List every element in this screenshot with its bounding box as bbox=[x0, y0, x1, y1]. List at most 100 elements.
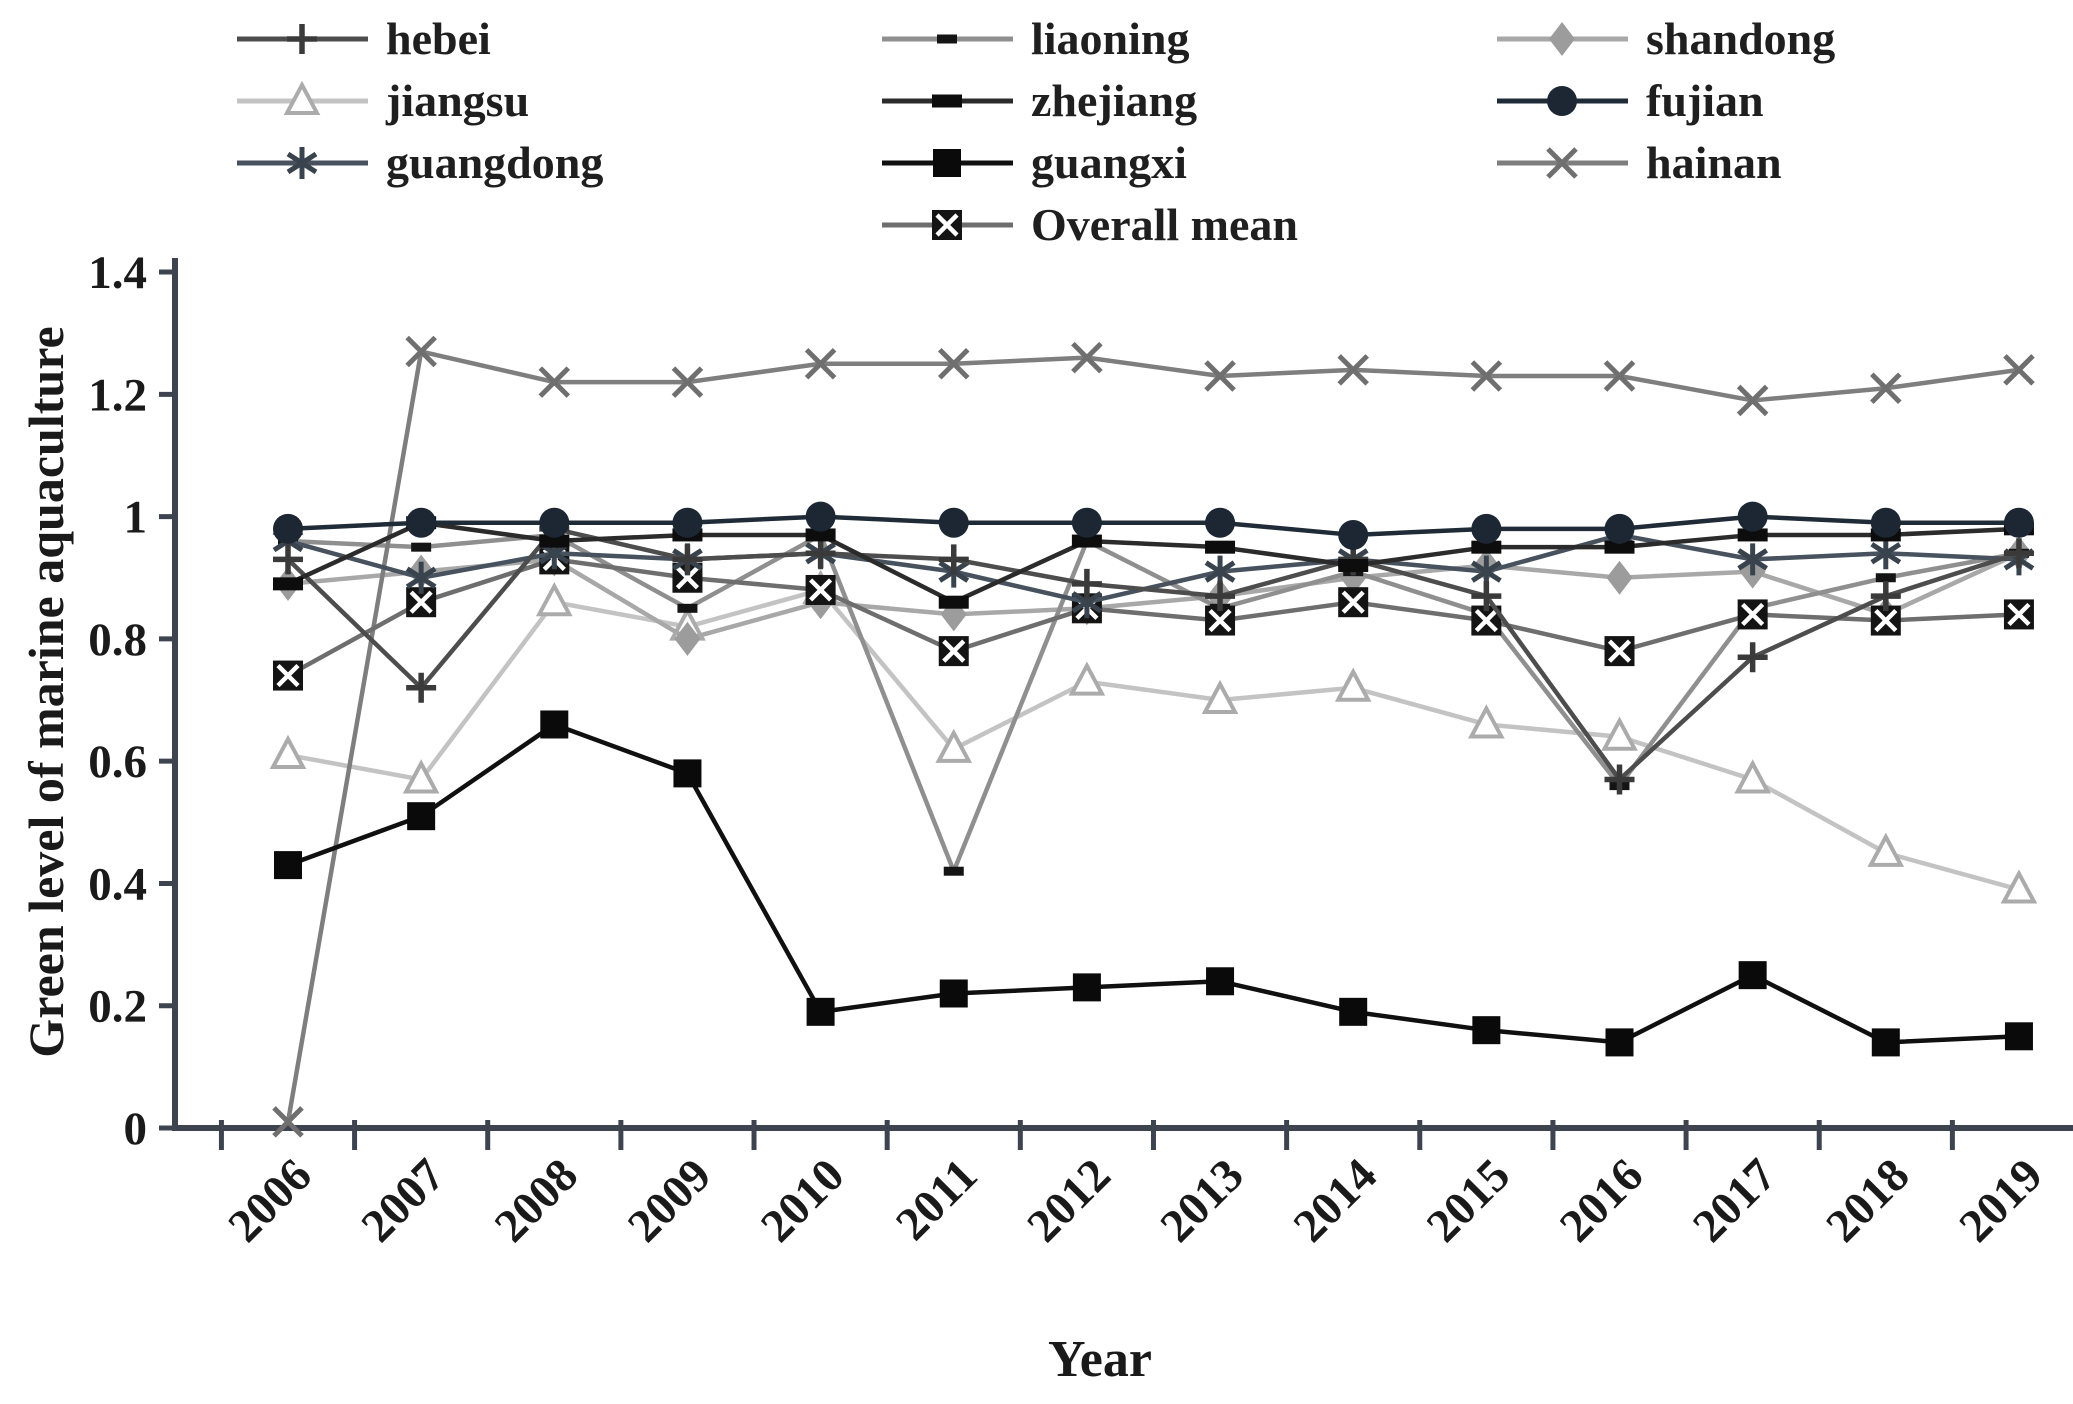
x-tick-label: 2018 bbox=[1816, 1149, 1919, 1252]
chart-legend: hebei liaoning shandong jiangsu zhejiang fuji… bbox=[235, 8, 2055, 256]
legend-swatch bbox=[237, 80, 368, 115]
circle-marker bbox=[1547, 86, 1577, 116]
legend-line bbox=[237, 24, 368, 54]
legend-line bbox=[237, 147, 368, 179]
triangle-open-marker bbox=[1201, 679, 1239, 715]
legend-line bbox=[882, 34, 1013, 44]
plus-marker bbox=[672, 544, 703, 575]
plus-marker bbox=[805, 538, 836, 569]
circle-marker bbox=[938, 507, 969, 538]
dash-large-marker bbox=[539, 534, 570, 548]
x-marker bbox=[1870, 372, 1902, 404]
plus-marker bbox=[1737, 642, 1768, 673]
square-marker bbox=[939, 979, 968, 1008]
legend-label: hebei bbox=[386, 13, 491, 64]
x-marker bbox=[272, 1106, 304, 1138]
triangle-open-marker bbox=[1601, 716, 1638, 751]
dash-large-marker bbox=[1737, 528, 1768, 542]
legend-swatch bbox=[1497, 22, 1628, 56]
plus-marker bbox=[938, 544, 969, 575]
dash-large-marker bbox=[1471, 540, 1502, 554]
square-marker bbox=[1472, 1016, 1501, 1045]
legend-swatch bbox=[237, 147, 368, 179]
dash-small-marker bbox=[937, 34, 957, 44]
asterisk-marker bbox=[1870, 537, 1902, 570]
square-marker bbox=[1871, 1028, 1900, 1057]
series-overall-mean bbox=[273, 544, 2034, 691]
asterisk-marker bbox=[286, 147, 318, 179]
square-marker bbox=[806, 997, 835, 1026]
legend-swatch bbox=[882, 94, 1013, 108]
x-tick-label: 2019 bbox=[1949, 1149, 2052, 1252]
series-jiangsu bbox=[269, 569, 2038, 904]
plus-marker bbox=[1604, 764, 1635, 795]
asterisk-marker bbox=[1737, 543, 1769, 576]
series-hainan bbox=[272, 335, 2035, 1138]
plus-marker bbox=[1205, 581, 1236, 612]
legend-label: Overall mean bbox=[1031, 199, 1298, 250]
triangle-open-marker bbox=[402, 759, 440, 794]
y-tick-label: 0 bbox=[124, 1103, 148, 1155]
boxed-x-marker bbox=[672, 562, 703, 593]
square-marker bbox=[540, 710, 569, 739]
legend-label: shandong bbox=[1646, 13, 1836, 64]
plus-marker bbox=[1870, 581, 1901, 612]
legend-label: hainan bbox=[1646, 137, 1782, 188]
x-marker bbox=[1337, 354, 1369, 386]
legend-swatch bbox=[1497, 86, 1628, 116]
triangle-open-marker bbox=[935, 728, 973, 763]
y-tick-label: 0.4 bbox=[88, 858, 147, 910]
x-marker bbox=[1204, 360, 1236, 392]
triangle-open-marker bbox=[1334, 667, 1372, 702]
x-marker bbox=[538, 366, 571, 398]
square-marker bbox=[1605, 1028, 1634, 1057]
circle-marker bbox=[406, 507, 437, 538]
legend-label: zhejiang bbox=[1031, 75, 1198, 126]
y-tick-label: 1.4 bbox=[88, 247, 147, 299]
circle-marker bbox=[805, 501, 836, 532]
boxed-x-marker bbox=[805, 574, 836, 605]
x-marker bbox=[1736, 384, 1769, 417]
y-tick-label: 1.2 bbox=[88, 369, 147, 421]
x-marker bbox=[804, 347, 837, 380]
x-marker bbox=[1546, 147, 1578, 179]
circle-marker bbox=[539, 507, 570, 538]
legend-item-hainan: hainan bbox=[1495, 132, 2055, 194]
triangle-open-marker bbox=[1734, 759, 1771, 794]
triangle-open-marker bbox=[1867, 832, 1905, 867]
y-tick-label: 0.8 bbox=[88, 614, 147, 666]
legend-item-fujian: fujian bbox=[1495, 70, 2055, 132]
x-tick-label: 2011 bbox=[886, 1149, 987, 1250]
circle-marker bbox=[1870, 507, 1901, 538]
triangle-open-marker bbox=[283, 80, 321, 115]
legend-line bbox=[1497, 147, 1628, 179]
series-guangxi bbox=[274, 710, 2033, 1057]
legend-item-zhejiang: zhejiang bbox=[880, 70, 1495, 132]
x-tick-label: 2015 bbox=[1417, 1149, 1520, 1252]
legend-swatch bbox=[882, 210, 1013, 240]
dash-large-marker bbox=[805, 528, 836, 542]
legend-item-guangdong: guangdong bbox=[235, 132, 880, 194]
triangle-open-marker bbox=[2000, 869, 2038, 904]
x-tick-label: 2007 bbox=[352, 1149, 455, 1252]
x-marker bbox=[671, 366, 704, 398]
legend-line bbox=[882, 210, 1013, 240]
x-tick-label: 2010 bbox=[751, 1149, 854, 1252]
diamond-marker bbox=[1606, 560, 1633, 595]
legend-line bbox=[882, 94, 1013, 108]
plus-marker bbox=[1471, 581, 1502, 612]
plus-marker bbox=[1071, 568, 1102, 599]
legend-line bbox=[882, 149, 1013, 177]
x-marker bbox=[1603, 360, 1636, 392]
triangle-open-marker bbox=[535, 581, 573, 617]
dash-large-marker bbox=[1205, 540, 1236, 554]
legend-swatch bbox=[882, 149, 1013, 177]
x-tick-label: 2017 bbox=[1683, 1149, 1786, 1252]
diamond-marker bbox=[1549, 22, 1575, 56]
dash-large-marker bbox=[938, 595, 969, 609]
x-marker bbox=[1470, 360, 1503, 392]
x-tick-label: 2008 bbox=[485, 1149, 588, 1252]
boxed-x-marker bbox=[1338, 587, 1369, 618]
boxed-x-marker bbox=[273, 660, 303, 691]
